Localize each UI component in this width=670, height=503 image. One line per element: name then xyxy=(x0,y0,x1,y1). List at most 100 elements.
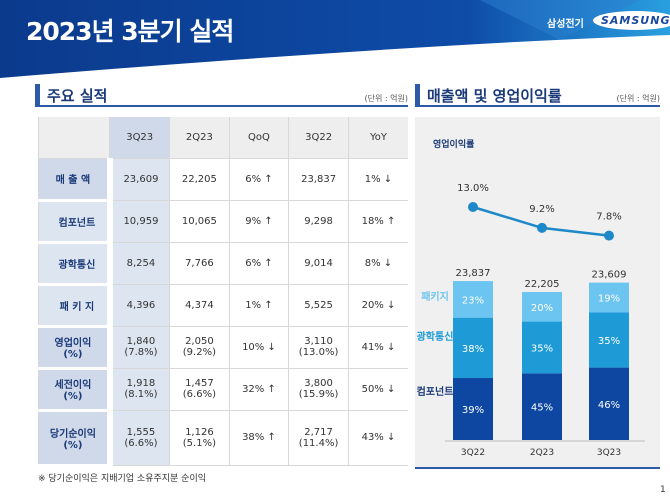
table-cell: 41% ↓ xyxy=(347,326,408,369)
bar-segment xyxy=(522,321,562,374)
unit-label: (단위 : 억원) xyxy=(616,94,660,103)
table-cell: 1,457 (6.6%) xyxy=(169,368,230,411)
table-row: 당기순이익 (%) 1,555 (6.6%) 1,126 (5.1%) 38% ↑ 2,… xyxy=(37,410,408,467)
row-label: 컴포넌트 xyxy=(37,200,113,244)
x-tick-label: 3Q23 xyxy=(597,448,621,458)
table-cell: 5,525 xyxy=(288,284,349,327)
table-cell: 23,609 xyxy=(109,158,170,201)
series-label: 광학통신 xyxy=(417,330,454,343)
bar-segment xyxy=(589,312,629,368)
margin-point xyxy=(468,202,478,212)
table-cell: 2,050 (9.2%) xyxy=(169,326,230,369)
row-label: 패 키 지 xyxy=(37,284,113,328)
row-label: 영업이익 (%) xyxy=(37,326,113,370)
table-cell: 3,800 (15.9%) xyxy=(288,368,349,411)
table-row: 컴포넌트 10,959 10,065 9% ↑ 9,298 18% ↑ xyxy=(37,200,408,244)
bar-segment xyxy=(453,317,493,379)
bar-segment xyxy=(589,367,629,440)
margin-point xyxy=(537,222,547,233)
table-cell: 7,766 xyxy=(169,242,230,285)
bar-segment xyxy=(453,378,493,440)
total-label: 22,205 xyxy=(525,279,560,290)
margin-label: 9.2% xyxy=(529,204,554,215)
margin-label: 13.0% xyxy=(457,183,489,194)
column-header: YoY xyxy=(347,117,408,159)
bar-segment xyxy=(589,282,629,313)
page-title: 2023년 3분기 실적 xyxy=(26,17,234,46)
table-cell: 23,837 xyxy=(288,158,349,201)
column-header: QoQ xyxy=(228,117,289,159)
page-number: 1 xyxy=(660,485,666,495)
segment-label: 39% xyxy=(462,405,484,416)
segment-label: 46% xyxy=(598,400,620,411)
column-header: 3Q23 xyxy=(109,117,170,159)
table-cell: 32% ↑ xyxy=(228,368,289,411)
table-cell: 9,014 xyxy=(288,242,349,285)
row-label: 매 출 액 xyxy=(37,158,113,202)
segment-label: 23% xyxy=(462,295,484,306)
table-cell: 1% ↑ xyxy=(228,284,289,327)
table-cell: 22,205 xyxy=(169,158,230,201)
table-cell: 1,555 (6.6%) xyxy=(109,410,170,466)
segment-label: 38% xyxy=(462,344,484,355)
x-tick-label: 3Q22 xyxy=(461,448,485,458)
table-row: 패 키 지 4,396 4,374 1% ↑ 5,525 20% ↓ xyxy=(37,284,408,328)
table-cell: 8,254 xyxy=(109,242,170,285)
table-cell: 6% ↑ xyxy=(228,158,289,201)
segment-label: 35% xyxy=(531,343,553,354)
table-cell: 3,110 (13.0%) xyxy=(288,326,349,369)
table-cell: 10,065 xyxy=(169,200,230,243)
table-cell: 6% ↑ xyxy=(228,242,289,285)
table-cell: 10,959 xyxy=(109,200,170,243)
table-row: 광학통신 8,254 7,766 6% ↑ 9,014 8% ↓ xyxy=(37,242,408,286)
series-label: 패키지 xyxy=(421,290,449,303)
total-label: 23,609 xyxy=(592,270,627,281)
section-sales-margin: 매출액 및 영업이익률 (단위 : 억원) xyxy=(415,82,660,107)
row-label: 광학통신 xyxy=(37,242,113,286)
brand-name: 삼성전기 xyxy=(547,19,584,30)
section-title: 매출액 및 영업이익률 xyxy=(427,87,562,105)
section-marker xyxy=(35,84,40,105)
bar-segment xyxy=(453,281,493,318)
line-series-label: 영업이익률 xyxy=(433,138,474,150)
footnote: ※ 당기순이익은 지배기업 소유주지분 순이익 xyxy=(38,474,207,484)
table-cell: 1,918 (8.1%) xyxy=(109,368,170,411)
table-cell: 10% ↓ xyxy=(228,326,289,369)
divider xyxy=(415,467,660,469)
table-cell: 18% ↑ xyxy=(347,200,408,243)
segment-label: 35% xyxy=(598,336,620,347)
margin-label: 7.8% xyxy=(596,212,621,223)
table-row: 영업이익 (%) 1,840 (7.8%) 2,050 (9.2%) 10% ↓ 3,1… xyxy=(37,326,408,370)
margin-point xyxy=(604,230,614,241)
section-marker xyxy=(415,84,420,105)
row-label: 세전이익 (%) xyxy=(37,368,113,412)
table-cell: 4,374 xyxy=(169,284,230,327)
column-header: 3Q22 xyxy=(288,117,349,159)
table-cell: 38% ↑ xyxy=(228,410,289,466)
table-row: 매 출 액 23,609 22,205 6% ↑ 23,837 1% ↓ xyxy=(37,158,408,202)
table-cell: 1,126 (5.1%) xyxy=(169,410,230,466)
section-key-results: 주요 실적 (단위 : 억원) xyxy=(35,82,408,107)
series-label: 컴포넌트 xyxy=(417,385,454,398)
table-cell: 2,717 (11.4%) xyxy=(288,410,349,466)
table-cell: 20% ↓ xyxy=(347,284,408,327)
table-cell: 50% ↓ xyxy=(347,368,408,411)
bar-segment xyxy=(522,373,562,440)
section-title: 주요 실적 xyxy=(47,87,108,105)
total-label: 23,837 xyxy=(456,268,491,279)
segment-label: 20% xyxy=(531,303,553,314)
unit-label: (단위 : 억원) xyxy=(364,94,408,103)
samsung-logo: SAMSUNG xyxy=(593,11,670,30)
row-label: 당기순이익 (%) xyxy=(37,410,113,467)
table-cell: 4,396 xyxy=(109,284,170,327)
table-row: 세전이익 (%) 1,918 (8.1%) 1,457 (6.6%) 32% ↑ 3,8… xyxy=(37,368,408,412)
table-cell: 43% ↓ xyxy=(347,410,408,466)
column-header: 2Q23 xyxy=(169,117,230,159)
header-banner xyxy=(0,0,670,78)
bar-segment xyxy=(522,291,562,322)
results-table: 3Q23 2Q23 QoQ 3Q22 YoY 매 출 액 23,609 22,205 6% ↑ 2… xyxy=(37,117,408,467)
column-header xyxy=(37,117,110,159)
segment-label: 19% xyxy=(598,294,620,305)
table-cell: 8% ↓ xyxy=(347,242,408,285)
segment-label: 45% xyxy=(531,403,553,414)
